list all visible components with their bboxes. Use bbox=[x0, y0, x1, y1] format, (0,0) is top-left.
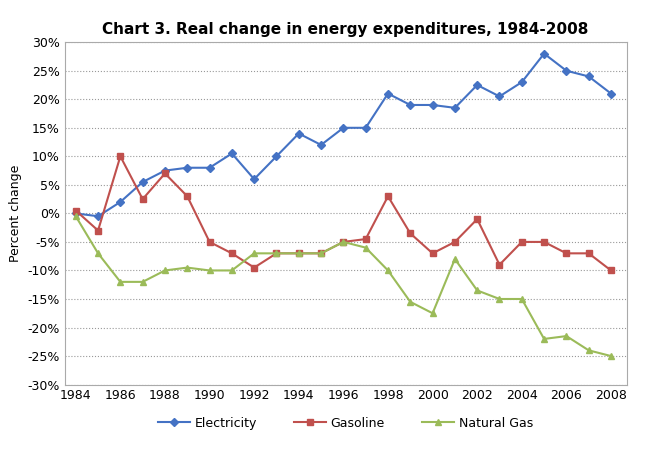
Electricity bbox=[518, 79, 526, 85]
Natural Gas bbox=[495, 296, 503, 302]
Electricity bbox=[495, 94, 503, 99]
Gasoline bbox=[540, 239, 548, 245]
Electricity bbox=[406, 102, 414, 108]
Legend: Electricity, Gasoline, Natural Gas: Electricity, Gasoline, Natural Gas bbox=[158, 416, 533, 430]
Gasoline bbox=[94, 227, 102, 233]
Gasoline bbox=[429, 250, 437, 256]
Electricity bbox=[317, 142, 325, 148]
Natural Gas bbox=[451, 256, 459, 262]
Gasoline bbox=[607, 268, 615, 273]
Gasoline bbox=[474, 216, 481, 222]
Gasoline bbox=[250, 265, 258, 271]
Gasoline bbox=[295, 250, 303, 256]
Electricity bbox=[94, 213, 102, 219]
Line: Electricity: Electricity bbox=[73, 51, 614, 219]
Natural Gas bbox=[250, 250, 258, 256]
Y-axis label: Percent change: Percent change bbox=[9, 165, 22, 262]
Natural Gas bbox=[161, 268, 169, 273]
Electricity bbox=[607, 91, 615, 97]
Electricity bbox=[540, 51, 548, 56]
Natural Gas bbox=[585, 348, 592, 353]
Gasoline bbox=[183, 193, 191, 199]
Gasoline bbox=[362, 236, 370, 242]
Natural Gas bbox=[228, 268, 236, 273]
Title: Chart 3. Real change in energy expenditures, 1984-2008: Chart 3. Real change in energy expenditu… bbox=[103, 22, 589, 37]
Electricity bbox=[362, 125, 370, 130]
Electricity bbox=[585, 74, 592, 79]
Electricity bbox=[273, 153, 280, 159]
Electricity bbox=[72, 211, 79, 216]
Gasoline bbox=[72, 208, 79, 213]
Gasoline bbox=[451, 239, 459, 245]
Natural Gas bbox=[295, 250, 303, 256]
Line: Natural Gas: Natural Gas bbox=[72, 213, 614, 360]
Electricity bbox=[161, 168, 169, 174]
Natural Gas bbox=[183, 265, 191, 271]
Electricity bbox=[451, 105, 459, 111]
Gasoline bbox=[384, 193, 392, 199]
Electricity bbox=[563, 68, 570, 74]
Natural Gas bbox=[406, 299, 414, 305]
Gasoline bbox=[563, 250, 570, 256]
Natural Gas bbox=[340, 239, 348, 245]
Gasoline bbox=[518, 239, 526, 245]
Natural Gas bbox=[72, 213, 79, 219]
Gasoline bbox=[205, 239, 213, 245]
Natural Gas bbox=[116, 279, 124, 285]
Line: Gasoline: Gasoline bbox=[73, 153, 614, 273]
Electricity bbox=[474, 82, 481, 88]
Gasoline bbox=[340, 239, 348, 245]
Electricity bbox=[228, 151, 236, 156]
Electricity bbox=[139, 179, 147, 185]
Electricity bbox=[250, 176, 258, 182]
Natural Gas bbox=[94, 250, 102, 256]
Natural Gas bbox=[205, 268, 213, 273]
Electricity bbox=[429, 102, 437, 108]
Gasoline bbox=[161, 171, 169, 176]
Gasoline bbox=[228, 250, 236, 256]
Gasoline bbox=[116, 153, 124, 159]
Natural Gas bbox=[139, 279, 147, 285]
Natural Gas bbox=[317, 250, 325, 256]
Electricity bbox=[205, 165, 213, 171]
Natural Gas bbox=[429, 310, 437, 316]
Natural Gas bbox=[518, 296, 526, 302]
Gasoline bbox=[273, 250, 280, 256]
Gasoline bbox=[495, 262, 503, 267]
Electricity bbox=[183, 165, 191, 171]
Gasoline bbox=[406, 231, 414, 236]
Electricity bbox=[116, 199, 124, 205]
Natural Gas bbox=[474, 287, 481, 293]
Gasoline bbox=[139, 197, 147, 202]
Natural Gas bbox=[607, 353, 615, 359]
Natural Gas bbox=[540, 336, 548, 342]
Natural Gas bbox=[362, 245, 370, 250]
Natural Gas bbox=[273, 250, 280, 256]
Natural Gas bbox=[563, 333, 570, 339]
Electricity bbox=[384, 91, 392, 97]
Gasoline bbox=[317, 250, 325, 256]
Gasoline bbox=[585, 250, 592, 256]
Electricity bbox=[340, 125, 348, 130]
Electricity bbox=[295, 131, 303, 136]
Natural Gas bbox=[384, 268, 392, 273]
